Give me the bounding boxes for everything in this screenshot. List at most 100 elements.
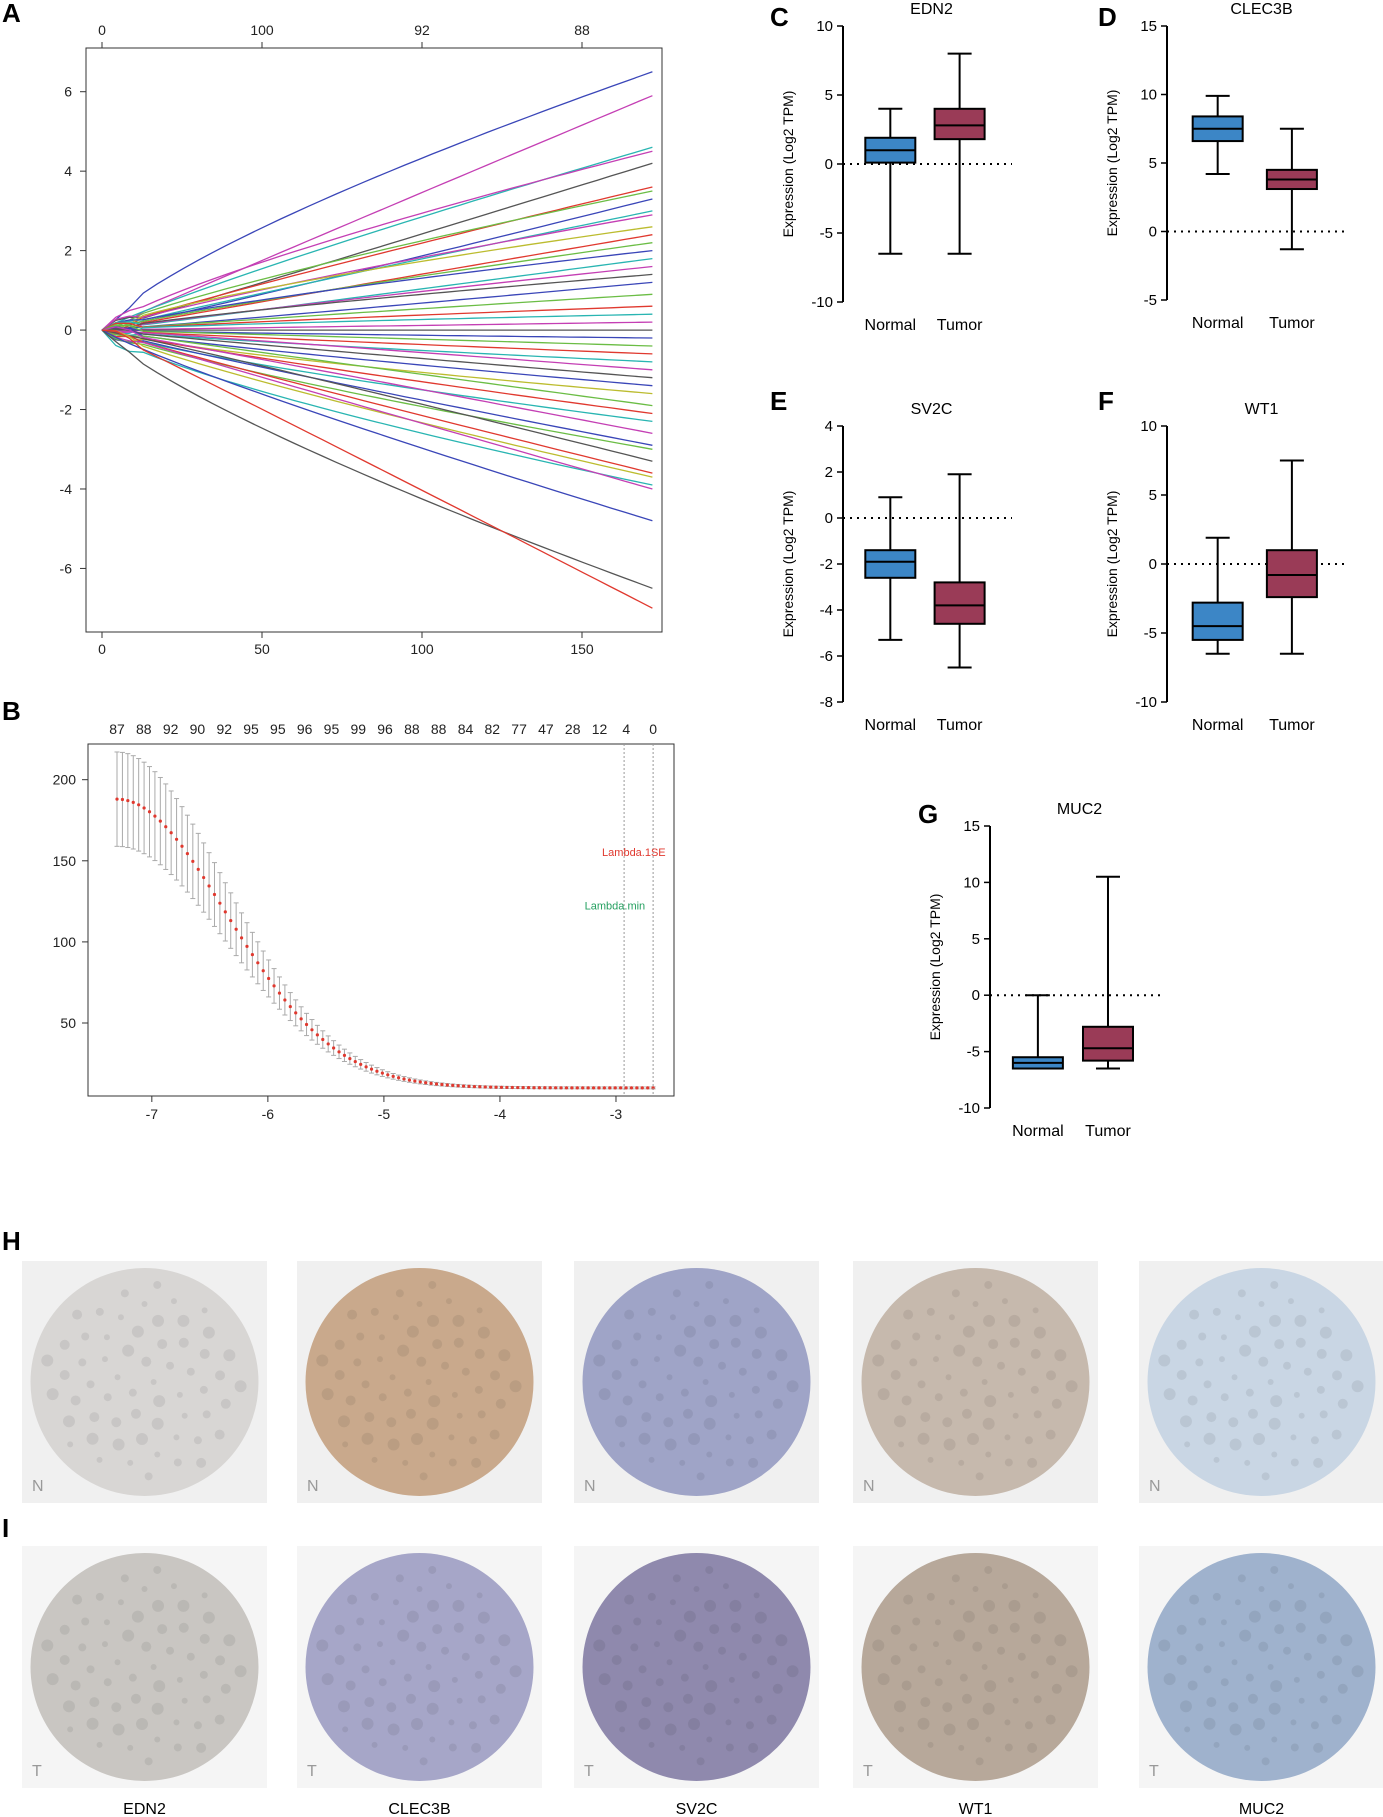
cv-point [472,1084,477,1089]
y-tick-label: 0 [64,322,72,338]
ihc-texture [1319,1611,1332,1624]
ihc-texture [705,1280,714,1289]
ihc-texture [441,1361,450,1370]
ihc-texture [117,1599,124,1606]
ihc-texture [1237,1289,1246,1298]
ihc-texture [114,1374,121,1381]
ihc-tissue-core [30,1553,259,1781]
ihc-texture [356,1332,365,1341]
ihc-texture [78,1358,87,1367]
ihc-texture [767,1370,778,1381]
coefficient-path-line [101,257,653,331]
ihc-texture [361,1717,374,1730]
ihc-texture [353,1643,362,1652]
ihc-texture [397,1629,410,1642]
ihc-texture [655,1393,664,1402]
panel-label-e: E [770,386,787,416]
ihc-texture [112,1438,125,1451]
ihc-texture [395,1289,404,1298]
ihc-texture [1271,1451,1278,1458]
top-tick-label: 95 [243,721,259,737]
ihc-texture [1051,1683,1062,1694]
ihc-texture [1012,1412,1019,1419]
y-tick-label: 15 [963,818,980,835]
ihc-texture [1054,1634,1067,1647]
cv-point [272,984,276,988]
ihc-texture [951,1289,960,1298]
cv-point [570,1086,574,1090]
ihc-texture [62,1415,75,1428]
ihc-texture [1231,1374,1238,1381]
ihc-texture [59,1624,70,1635]
ihc-texture [130,1408,141,1419]
coefficient-path-line [101,214,653,331]
ihc-texture [1176,1624,1187,1635]
coefficient-path-line [101,321,653,334]
ihc-texture [426,1702,439,1715]
ihc-texture [364,1697,375,1708]
ihc-texture [1065,1380,1078,1393]
ihc-texture [41,1639,54,1652]
cv-point [629,1086,634,1090]
ihc-tissue-core [582,1553,811,1781]
top-tick-label: 92 [163,721,179,737]
ihc-texture [683,1325,696,1338]
cv-point [581,1086,585,1090]
panel-label-g: G [918,799,938,829]
ihc-texture [1017,1367,1026,1376]
ihc-texture [903,1594,914,1605]
y-axis-label: Expression (Log2 TPM) [1104,491,1120,638]
ihc-texture [378,1334,385,1341]
top-tick-label: 87 [109,721,125,737]
ihc-texture [471,1742,482,1753]
top-tick-label: 84 [458,721,474,737]
ihc-texture [193,1721,202,1730]
top-tick-label: 95 [324,721,340,737]
ihc-texture [176,1391,183,1398]
ihc-texture [95,1307,104,1316]
y-tick-label: 50 [60,1015,76,1031]
ihc-texture [495,1398,506,1409]
ihc-texture [152,1599,165,1612]
ihc-texture [166,1646,175,1655]
cv-point [299,1017,303,1021]
ihc-texture [1065,1665,1078,1678]
category-label: Normal [1192,315,1244,332]
ihc-texture [901,1680,912,1691]
cv-point [575,1086,579,1090]
ihc-texture [903,1309,914,1320]
cv-point [440,1082,444,1087]
ihc-texture [722,1298,729,1305]
ihc-texture [186,1367,195,1376]
ihc-texture [967,1717,980,1730]
y-tick-label: -5 [820,225,833,242]
ihc-texture [452,1314,465,1327]
ihc-texture [128,1388,137,1397]
ihc-texture [704,1599,717,1612]
ihc-texture [1017,1652,1026,1661]
ihc-texture [722,1583,729,1590]
ihc-texture [489,1714,500,1725]
ihc-texture [985,1451,992,1458]
ihc-texture [1293,1391,1300,1398]
ihc-texture [975,1757,984,1766]
ihc-texture [81,1332,90,1341]
ihc-texture [1163,1388,1176,1401]
ihc-texture [753,1307,760,1314]
ihc-texture [890,1655,901,1666]
ihc-texture [498,1349,511,1362]
panel-label-h: H [2,1226,21,1256]
y-tick-label: -5 [967,1044,980,1061]
ihc-texture [405,1408,416,1419]
top-tick-label: 4 [622,721,630,737]
ihc-texture [111,1417,122,1428]
cv-point [267,976,271,981]
x-tick-label: -6 [262,1106,275,1122]
y-tick-label: -5 [1144,292,1157,309]
ihc-texture [151,1417,164,1430]
x-tick-label: -4 [494,1106,507,1122]
ihc-texture [751,1348,762,1359]
cv-point [429,1081,433,1085]
ihc-texture [1046,1655,1057,1666]
